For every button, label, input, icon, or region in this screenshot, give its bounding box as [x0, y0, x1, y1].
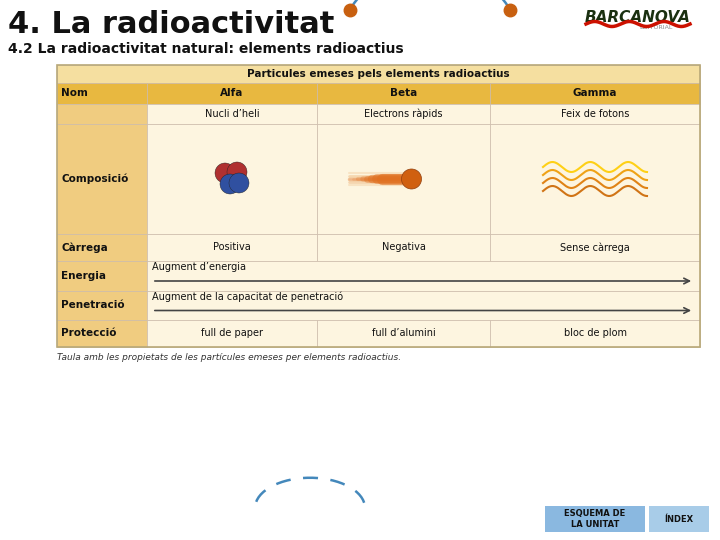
- Circle shape: [220, 174, 240, 194]
- Circle shape: [215, 163, 235, 183]
- Text: Electrons ràpids: Electrons ràpids: [364, 109, 443, 119]
- Text: Gamma: Gamma: [572, 89, 617, 98]
- FancyBboxPatch shape: [147, 234, 317, 261]
- FancyBboxPatch shape: [147, 104, 317, 124]
- Text: Sense càrrega: Sense càrrega: [560, 242, 630, 253]
- Text: EDITORIAL: EDITORIAL: [639, 25, 672, 30]
- Text: Nucli d’heli: Nucli d’heli: [204, 109, 259, 119]
- Text: full d’alumini: full d’alumini: [372, 328, 436, 339]
- Text: 4.2 La radioactivitat natural: elements radioactius: 4.2 La radioactivitat natural: elements …: [8, 42, 404, 56]
- Text: Protecció: Protecció: [61, 328, 117, 339]
- FancyBboxPatch shape: [317, 104, 490, 124]
- Text: Augment d’energia: Augment d’energia: [152, 262, 246, 272]
- FancyBboxPatch shape: [490, 320, 700, 347]
- Circle shape: [402, 169, 421, 189]
- FancyBboxPatch shape: [147, 320, 317, 347]
- Text: BARCANOVA: BARCANOVA: [585, 10, 691, 25]
- FancyBboxPatch shape: [57, 320, 147, 347]
- FancyBboxPatch shape: [545, 506, 645, 532]
- Text: Positiva: Positiva: [213, 242, 251, 253]
- FancyBboxPatch shape: [317, 234, 490, 261]
- FancyBboxPatch shape: [490, 104, 700, 124]
- Text: Particules emeses pels elements radioactius: Particules emeses pels elements radioact…: [247, 69, 510, 79]
- FancyBboxPatch shape: [317, 320, 490, 347]
- Text: full de paper: full de paper: [201, 328, 263, 339]
- Text: Composició: Composició: [61, 174, 128, 184]
- FancyBboxPatch shape: [57, 65, 700, 83]
- Text: 4. La radioactivitat: 4. La radioactivitat: [8, 10, 334, 39]
- FancyBboxPatch shape: [317, 124, 490, 234]
- FancyBboxPatch shape: [490, 83, 700, 104]
- FancyBboxPatch shape: [490, 124, 700, 234]
- FancyBboxPatch shape: [147, 291, 700, 320]
- Text: bloc de plom: bloc de plom: [564, 328, 626, 339]
- FancyBboxPatch shape: [57, 104, 147, 124]
- FancyBboxPatch shape: [649, 506, 709, 532]
- FancyBboxPatch shape: [57, 124, 147, 234]
- Text: Augment de la capacitat de penetració: Augment de la capacitat de penetració: [152, 291, 343, 301]
- Text: ÍNDEX: ÍNDEX: [665, 515, 693, 523]
- Text: Beta: Beta: [390, 89, 417, 98]
- FancyBboxPatch shape: [57, 291, 147, 320]
- Text: Càrrega: Càrrega: [61, 242, 108, 253]
- FancyBboxPatch shape: [147, 83, 317, 104]
- FancyBboxPatch shape: [57, 234, 147, 261]
- Text: Negativa: Negativa: [382, 242, 426, 253]
- FancyBboxPatch shape: [147, 261, 700, 291]
- Text: Energia: Energia: [61, 271, 106, 281]
- FancyBboxPatch shape: [147, 124, 317, 234]
- FancyBboxPatch shape: [317, 83, 490, 104]
- Text: Feix de fotons: Feix de fotons: [561, 109, 629, 119]
- Text: Alfa: Alfa: [220, 89, 243, 98]
- FancyBboxPatch shape: [490, 234, 700, 261]
- Circle shape: [227, 162, 247, 182]
- FancyBboxPatch shape: [57, 83, 147, 104]
- Text: Penetració: Penetració: [61, 300, 125, 310]
- Text: Nom: Nom: [61, 89, 88, 98]
- Text: ESQUEMA DE
LA UNITAT: ESQUEMA DE LA UNITAT: [564, 509, 626, 529]
- Circle shape: [229, 173, 249, 193]
- FancyBboxPatch shape: [57, 261, 147, 291]
- Text: Taula amb les propietats de les partícules emeses per elements radioactius.: Taula amb les propietats de les partícul…: [57, 353, 401, 362]
